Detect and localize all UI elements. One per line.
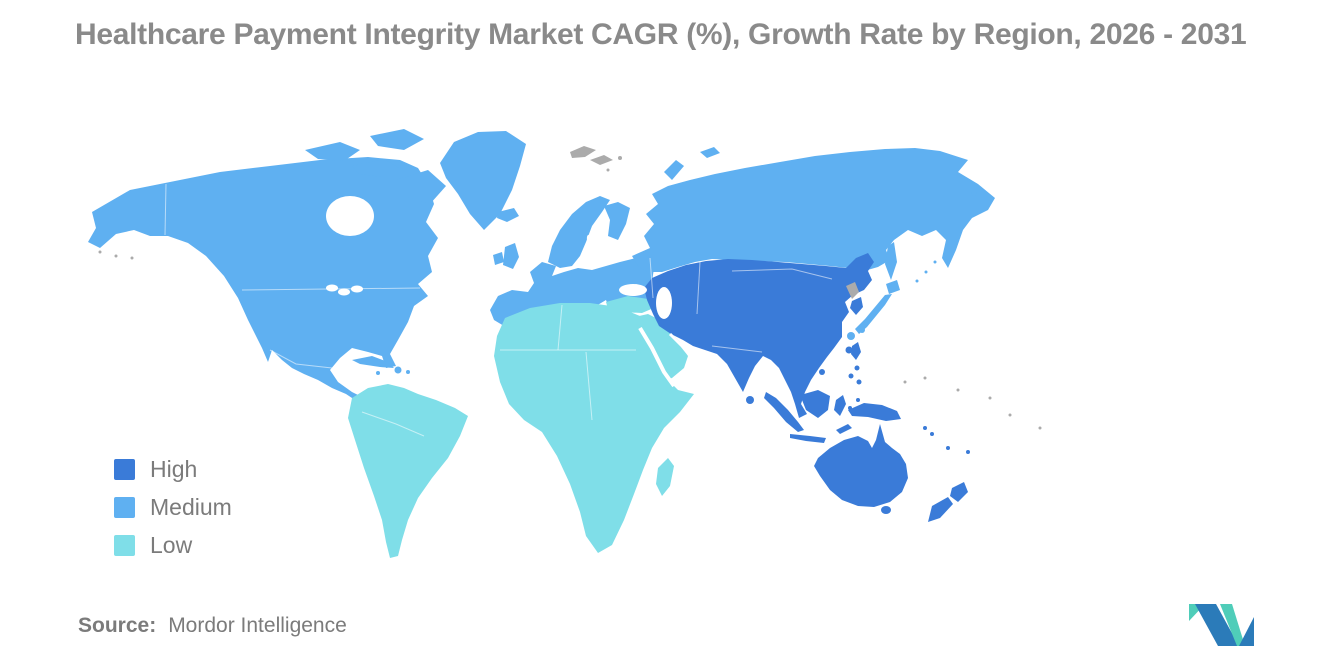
region-sumatra bbox=[764, 392, 804, 432]
caspian-sea bbox=[656, 287, 672, 319]
region-kuril-islands bbox=[915, 260, 937, 283]
region-great-britain bbox=[503, 243, 519, 269]
regions-low bbox=[348, 296, 694, 558]
black-sea bbox=[619, 284, 647, 296]
great-lake-2 bbox=[338, 288, 350, 296]
chart-title: Healthcare Payment Integrity Market CAGR… bbox=[75, 18, 1247, 51]
region-sakhalin bbox=[885, 242, 897, 280]
region-middle-east bbox=[630, 314, 688, 382]
region-australia bbox=[814, 424, 908, 507]
country-borders bbox=[164, 183, 833, 437]
region-svalbard-3 bbox=[618, 156, 622, 160]
region-micronesia-specks bbox=[903, 376, 1042, 430]
legend-label-medium: Medium bbox=[150, 493, 232, 520]
legend-swatch-low bbox=[114, 534, 135, 556]
region-turkey bbox=[606, 296, 656, 313]
region-arctic-island-3 bbox=[352, 159, 399, 177]
region-finland bbox=[604, 202, 630, 240]
source-line: Source: Mordor Intelligence bbox=[78, 614, 347, 638]
region-japan bbox=[847, 280, 900, 340]
legend-swatch-medium bbox=[114, 496, 135, 518]
source-label: Source: bbox=[78, 614, 157, 637]
region-scandinavia bbox=[548, 196, 610, 268]
region-caribbean bbox=[352, 356, 410, 375]
region-new-zealand-north bbox=[950, 482, 968, 502]
region-south-korea bbox=[850, 297, 863, 315]
region-new-guinea bbox=[848, 403, 901, 421]
region-timor bbox=[836, 424, 852, 434]
region-novaya-zemlya bbox=[664, 160, 684, 180]
region-taiwan bbox=[845, 346, 853, 354]
region-ireland bbox=[493, 252, 504, 265]
legend-item-medium: Medium bbox=[114, 488, 232, 526]
region-russia bbox=[632, 148, 995, 272]
legend-label-low: Low bbox=[150, 531, 193, 558]
region-tasmania bbox=[881, 506, 891, 514]
region-hainan bbox=[819, 369, 825, 375]
region-north-korea bbox=[846, 282, 859, 299]
region-java bbox=[790, 434, 826, 443]
legend-item-low: Low bbox=[114, 526, 232, 564]
logo-blue-band bbox=[1195, 604, 1239, 646]
hudson-bay bbox=[326, 196, 374, 236]
region-new-zealand-south bbox=[928, 497, 953, 522]
baltic-sea bbox=[586, 234, 600, 260]
sea-cutouts bbox=[326, 196, 692, 388]
legend-item-high: High bbox=[114, 450, 232, 488]
region-madagascar bbox=[656, 458, 674, 496]
region-iceland bbox=[497, 208, 519, 222]
region-philippines bbox=[848, 342, 862, 385]
region-sulawesi bbox=[834, 395, 846, 416]
great-lake-1 bbox=[326, 284, 338, 292]
regions-high bbox=[644, 253, 970, 522]
region-wrangel bbox=[971, 190, 977, 196]
region-svalbard-4 bbox=[606, 168, 610, 172]
region-aleutian-specks bbox=[98, 250, 134, 260]
red-sea bbox=[638, 326, 676, 388]
legend-label-high: High bbox=[150, 455, 198, 482]
region-asia-main bbox=[644, 253, 874, 418]
region-africa bbox=[494, 303, 694, 553]
legend: High Medium Low bbox=[114, 450, 232, 564]
region-melanesia-islands bbox=[923, 426, 970, 454]
legend-swatch-high bbox=[114, 458, 135, 480]
source-value: Mordor Intelligence bbox=[168, 614, 347, 637]
region-borneo bbox=[802, 390, 830, 418]
regions-no-data bbox=[98, 146, 1042, 430]
region-svalbard bbox=[570, 146, 596, 158]
region-south-america bbox=[348, 384, 468, 558]
persian-gulf bbox=[668, 332, 692, 357]
region-baffin-island bbox=[396, 170, 446, 204]
logo-teal-band bbox=[1220, 604, 1245, 646]
region-greenland bbox=[440, 131, 526, 230]
region-arctic-island-2 bbox=[370, 129, 424, 150]
region-arctic-island-1 bbox=[305, 142, 360, 161]
region-sri-lanka bbox=[746, 396, 754, 404]
region-franz-josef bbox=[700, 147, 720, 158]
region-svalbard-2 bbox=[590, 155, 613, 165]
logo-blue-triangle bbox=[1239, 617, 1254, 646]
mordor-intelligence-logo bbox=[1189, 604, 1254, 646]
